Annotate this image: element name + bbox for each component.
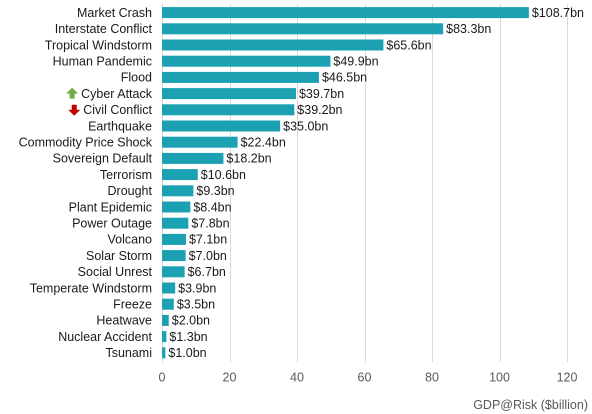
value-labels: $108.7bn $83.3bn $65.6bn $49.9bn $46.5bn $39.… bbox=[168, 6, 584, 360]
value-label: $22.4bn bbox=[241, 136, 286, 150]
value-label: $7.8bn bbox=[191, 217, 229, 231]
bar bbox=[162, 347, 166, 359]
bar bbox=[162, 298, 174, 310]
value-label: $3.9bn bbox=[178, 281, 216, 295]
value-label: $3.5bn bbox=[177, 298, 215, 312]
bar bbox=[162, 88, 296, 100]
category-label: Temperate Windstorm bbox=[30, 281, 152, 295]
category-label: Social Unrest bbox=[78, 265, 153, 279]
x-tick-label: 60 bbox=[358, 370, 372, 384]
bar bbox=[162, 250, 186, 262]
category-label: Civil Conflict bbox=[83, 103, 152, 117]
bar bbox=[162, 152, 224, 164]
category-label: Terrorism bbox=[100, 168, 152, 182]
value-label: $39.2bn bbox=[297, 103, 342, 117]
bar bbox=[162, 233, 186, 245]
bar bbox=[162, 185, 194, 197]
bar bbox=[162, 314, 169, 326]
category-label: Interstate Conflict bbox=[55, 22, 153, 36]
x-tick-label: 80 bbox=[425, 370, 439, 384]
category-label: Sovereign Default bbox=[53, 152, 153, 166]
bar bbox=[162, 55, 331, 67]
x-axis-title: GDP@Risk ($billion) bbox=[473, 398, 588, 412]
category-label: Plant Epidemic bbox=[69, 200, 152, 214]
bar bbox=[162, 282, 176, 294]
arrow-up-icon bbox=[66, 87, 79, 99]
x-tick-label: 0 bbox=[159, 370, 166, 384]
value-label: $35.0bn bbox=[283, 119, 328, 133]
x-tick-label: 20 bbox=[223, 370, 237, 384]
value-label: $7.0bn bbox=[189, 249, 227, 263]
bar bbox=[162, 7, 529, 19]
x-tick-label: 120 bbox=[557, 370, 578, 384]
value-label: $8.4bn bbox=[193, 200, 231, 214]
bar bbox=[162, 39, 384, 51]
value-label: $65.6bn bbox=[386, 38, 431, 52]
bar bbox=[162, 120, 281, 132]
value-label: $2.0bn bbox=[172, 314, 210, 328]
bar bbox=[162, 23, 444, 35]
category-label: Flood bbox=[121, 71, 152, 85]
category-label: Solar Storm bbox=[86, 249, 152, 263]
bar bbox=[162, 136, 238, 148]
x-tick-label: 40 bbox=[290, 370, 304, 384]
value-label: $108.7bn bbox=[532, 6, 584, 20]
value-label: $6.7bn bbox=[188, 265, 226, 279]
value-label: $9.3bn bbox=[196, 184, 234, 198]
category-label: Volcano bbox=[108, 233, 153, 247]
bar bbox=[162, 266, 185, 278]
category-label: Human Pandemic bbox=[53, 55, 152, 69]
value-label: $49.9bn bbox=[333, 55, 378, 69]
value-label: $18.2bn bbox=[226, 152, 271, 166]
bar bbox=[162, 169, 198, 181]
category-label: Nuclear Accident bbox=[58, 330, 152, 344]
value-label: $1.3bn bbox=[169, 330, 207, 344]
category-label: Freeze bbox=[113, 298, 152, 312]
value-label: $39.7bn bbox=[299, 87, 344, 101]
value-label: $46.5bn bbox=[322, 71, 367, 85]
value-label: $1.0bn bbox=[168, 346, 206, 360]
trend-markers bbox=[66, 87, 81, 116]
value-label: $10.6bn bbox=[201, 168, 246, 182]
x-axis-ticks: 0 20 40 60 80 100 120 bbox=[159, 370, 578, 384]
value-label: $83.3bn bbox=[446, 22, 491, 36]
bars bbox=[162, 7, 529, 359]
bar bbox=[162, 331, 167, 343]
category-label: Power Outage bbox=[72, 217, 152, 231]
x-tick-label: 100 bbox=[489, 370, 510, 384]
arrow-down-icon bbox=[68, 104, 81, 116]
bar bbox=[162, 104, 295, 116]
bar bbox=[162, 201, 191, 213]
category-label: Earthquake bbox=[88, 119, 152, 133]
bar bbox=[162, 217, 189, 229]
bar bbox=[162, 71, 319, 83]
value-label: $7.1bn bbox=[189, 233, 227, 247]
category-label: Cyber Attack bbox=[81, 87, 153, 101]
category-label: Market Crash bbox=[77, 6, 152, 20]
category-label: Heatwave bbox=[96, 314, 152, 328]
category-label: Drought bbox=[108, 184, 153, 198]
category-labels: Market Crash Interstate Conflict Tropical … bbox=[19, 6, 153, 360]
category-label: Commodity Price Shock bbox=[19, 136, 153, 150]
category-label: Tsunami bbox=[105, 346, 152, 360]
category-label: Tropical Windstorm bbox=[45, 38, 152, 52]
